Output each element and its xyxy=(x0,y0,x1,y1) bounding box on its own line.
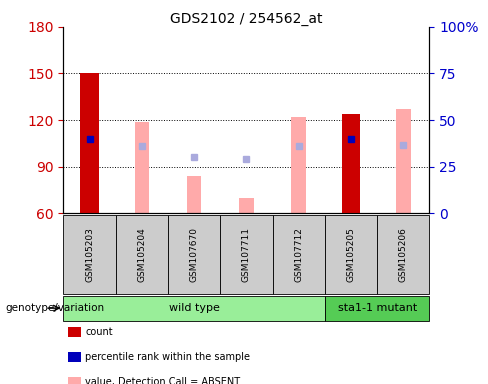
Bar xyxy=(135,122,149,213)
Text: GSM107712: GSM107712 xyxy=(294,227,303,282)
Bar xyxy=(168,215,220,294)
Bar xyxy=(325,296,429,321)
Text: count: count xyxy=(85,327,113,337)
Title: GDS2102 / 254562_at: GDS2102 / 254562_at xyxy=(170,12,323,26)
Bar xyxy=(377,215,429,294)
Text: value, Detection Call = ABSENT: value, Detection Call = ABSENT xyxy=(85,377,241,384)
Text: genotype/variation: genotype/variation xyxy=(5,303,104,313)
Bar xyxy=(116,215,168,294)
Bar xyxy=(291,117,306,213)
Text: GSM105206: GSM105206 xyxy=(399,227,408,282)
Text: GSM107711: GSM107711 xyxy=(242,227,251,282)
Text: GSM105205: GSM105205 xyxy=(346,227,356,282)
Bar xyxy=(81,73,99,213)
Bar xyxy=(325,215,377,294)
Text: percentile rank within the sample: percentile rank within the sample xyxy=(85,352,250,362)
Bar xyxy=(273,215,325,294)
Bar xyxy=(239,198,254,213)
Bar xyxy=(220,215,273,294)
Text: sta1-1 mutant: sta1-1 mutant xyxy=(338,303,417,313)
Bar xyxy=(63,215,116,294)
Bar xyxy=(396,109,410,213)
Bar xyxy=(187,176,202,213)
Text: GSM105204: GSM105204 xyxy=(137,227,146,282)
Text: GSM107670: GSM107670 xyxy=(190,227,199,282)
Bar xyxy=(342,114,360,213)
Bar xyxy=(63,296,325,321)
Text: wild type: wild type xyxy=(169,303,220,313)
Text: GSM105203: GSM105203 xyxy=(85,227,94,282)
